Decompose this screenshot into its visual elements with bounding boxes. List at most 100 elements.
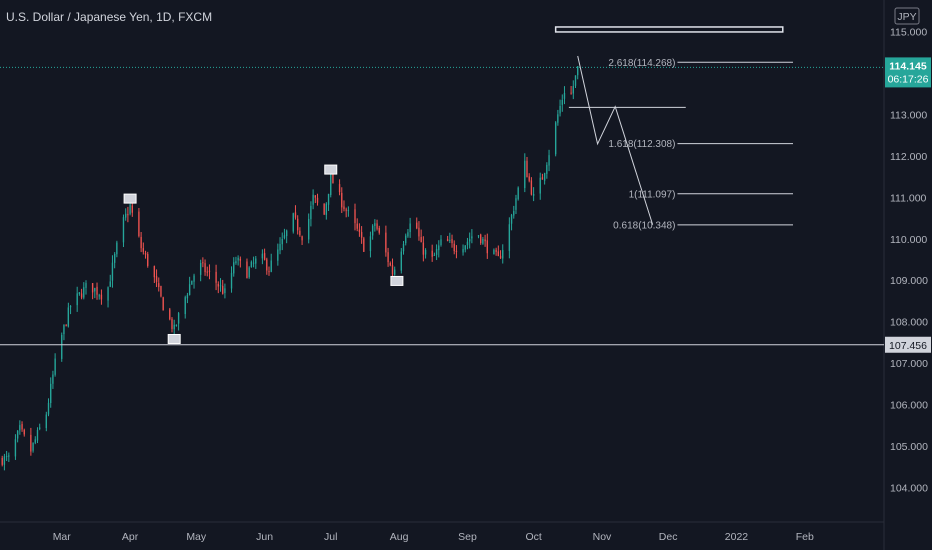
candle-body [233, 262, 235, 274]
candle-body [486, 240, 488, 254]
candle-body [80, 293, 83, 298]
y-tick-label: 113.000 [890, 109, 927, 121]
candle-body [539, 177, 541, 194]
candle-body [193, 275, 195, 282]
candle-body [360, 232, 363, 238]
candle-body [332, 171, 334, 184]
fib-level-label: 1(111.097) [629, 189, 676, 200]
candle-body [109, 281, 111, 287]
candle-body [122, 217, 125, 243]
candle-body [113, 253, 116, 263]
candle-body [248, 267, 250, 278]
candle-body [125, 213, 127, 218]
candle-body [268, 271, 270, 273]
candle-body [252, 262, 255, 264]
candle-body [217, 283, 219, 287]
candle-body [270, 260, 272, 272]
candle-body [559, 105, 561, 114]
y-tick-label: 104.000 [890, 483, 928, 495]
candle-body [16, 430, 19, 439]
candle-body [327, 193, 330, 205]
candle-body [541, 177, 544, 180]
y-tick-label: 108.000 [890, 317, 928, 329]
candle-body [510, 215, 513, 224]
candle-body [418, 227, 420, 237]
candle-body [292, 213, 294, 232]
candle-body [224, 288, 226, 294]
candle-body [158, 283, 160, 288]
candle-body [325, 203, 328, 215]
candle-body [440, 239, 442, 246]
candle-body [237, 257, 239, 261]
candle-body [400, 251, 402, 271]
candle-body [155, 276, 158, 282]
candle-body [502, 250, 504, 259]
candle-body [420, 236, 422, 243]
candle-body [554, 122, 557, 155]
candle-body [548, 155, 550, 166]
candle-body [171, 318, 173, 329]
candle-body [422, 242, 425, 255]
x-tick-label: Nov [593, 531, 612, 543]
candle-body [464, 245, 466, 250]
candle-body [433, 254, 436, 256]
currency-badge[interactable] [894, 7, 920, 25]
candle-body [111, 262, 114, 281]
candle-body [446, 239, 449, 242]
candle-body [91, 283, 94, 293]
candle-body [312, 194, 314, 205]
pivot-marker [167, 333, 181, 344]
candle-body [557, 114, 559, 123]
candle-body [5, 456, 8, 458]
candle-body [162, 297, 164, 311]
x-tick-label: Sep [458, 531, 477, 543]
projection-path [577, 55, 654, 225]
candle-body [294, 212, 297, 218]
candle-body [499, 255, 502, 259]
candle-body [127, 214, 129, 216]
candle-body [173, 324, 175, 330]
candle-body [438, 245, 440, 251]
candle-body [177, 313, 180, 324]
candle-body [215, 271, 217, 283]
candle-body [374, 223, 376, 226]
current-price-label: 114.145 [889, 60, 927, 72]
candle-body [363, 238, 365, 252]
x-tick-label: Jun [256, 531, 273, 543]
target-box [554, 26, 784, 33]
candle-body [246, 261, 248, 279]
candle-body [153, 266, 156, 278]
candle-body [563, 93, 566, 99]
candle-body [389, 262, 391, 266]
y-tick-label: 112.000 [890, 151, 927, 163]
x-tick-label: Apr [122, 531, 139, 543]
x-tick-label: Jul [324, 531, 337, 543]
candle-body [277, 249, 279, 261]
candle-body [471, 236, 473, 239]
y-tick-label: 105.000 [890, 441, 928, 453]
candle-body [409, 223, 411, 233]
candle-body [482, 238, 484, 244]
candle-body [39, 427, 41, 429]
candle-body [239, 258, 242, 261]
candle-body [83, 287, 85, 298]
candle-body [116, 242, 118, 255]
candle-body [184, 297, 186, 315]
candle-body [175, 324, 178, 326]
candle-body [98, 295, 100, 297]
candle-body [208, 270, 211, 272]
pivot-marker [324, 164, 338, 175]
candle-body [107, 287, 109, 301]
candle-body [532, 193, 535, 196]
candle-body [345, 209, 347, 211]
x-tick-label: Aug [390, 531, 409, 543]
candle-body [407, 232, 409, 237]
candle-body [100, 294, 103, 300]
candle-body [250, 261, 253, 267]
x-tick-label: Mar [53, 531, 72, 543]
candle-body [561, 99, 563, 105]
candle-body [34, 439, 36, 443]
fib-level-label: 2.618(114.268) [608, 58, 675, 69]
candle-body [517, 187, 519, 200]
